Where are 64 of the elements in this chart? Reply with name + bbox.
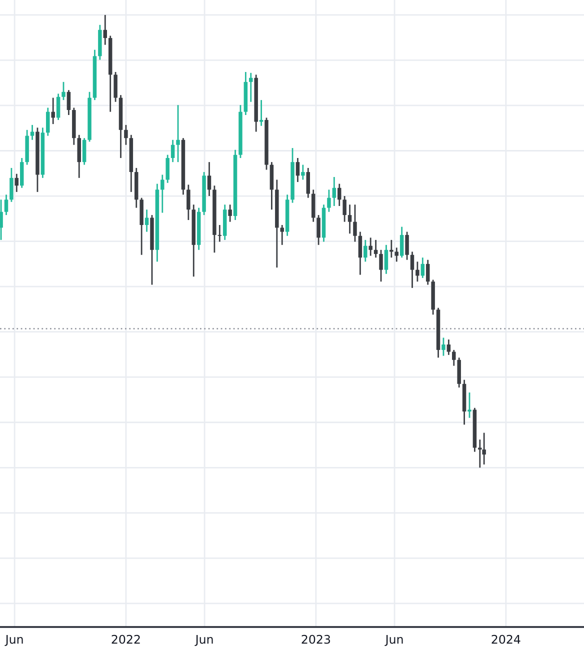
candlestick xyxy=(176,104,180,163)
candlestick xyxy=(160,174,164,214)
candlestick xyxy=(62,81,66,101)
x-tick-label: Jun xyxy=(4,635,23,646)
candlestick xyxy=(327,188,331,213)
candlestick xyxy=(56,93,60,121)
candlestick xyxy=(358,231,362,276)
candlestick xyxy=(364,239,368,262)
candlestick xyxy=(186,184,190,221)
candlestick xyxy=(416,260,420,282)
candlestick xyxy=(249,72,253,103)
candlestick xyxy=(66,89,71,116)
candlestick xyxy=(280,224,284,246)
x-tick-label: 2022 xyxy=(112,634,140,644)
candlestick xyxy=(353,204,357,242)
candlestick xyxy=(452,349,456,366)
candlestick xyxy=(0,198,3,241)
candlestick xyxy=(446,338,451,356)
candlestick xyxy=(218,224,222,242)
candlestick xyxy=(51,97,55,125)
candlestick xyxy=(207,161,212,197)
candlestick xyxy=(342,195,346,223)
candlestick xyxy=(374,239,378,258)
candlestick xyxy=(368,236,372,256)
candlestick xyxy=(46,107,50,137)
candlestick xyxy=(103,14,108,46)
candlestick xyxy=(166,154,170,184)
candlestick xyxy=(228,204,232,223)
candlestick xyxy=(468,392,472,419)
candlestick xyxy=(14,173,19,193)
candlestick xyxy=(311,188,316,223)
candlestick xyxy=(144,208,149,232)
candlestick xyxy=(4,194,8,216)
candlestick xyxy=(420,256,425,279)
candlestick xyxy=(20,157,24,189)
x-tick-label: Jun xyxy=(194,635,213,646)
candlestick xyxy=(316,214,320,246)
x-tick-label: Jun xyxy=(384,635,403,646)
candlestick xyxy=(394,246,398,262)
candlestick xyxy=(457,356,461,388)
x-tick-label: 2023 xyxy=(302,634,330,644)
candlestick xyxy=(114,71,118,103)
candlestick xyxy=(400,226,404,258)
candlestick xyxy=(170,139,175,163)
candlestick xyxy=(77,134,81,179)
x-tick-label: 2024 xyxy=(492,634,520,644)
candlestick xyxy=(259,99,264,127)
candlestick xyxy=(337,183,342,207)
candlestick xyxy=(306,167,310,199)
candlestick xyxy=(332,176,336,207)
candlestick xyxy=(405,231,409,261)
candlestick xyxy=(442,337,446,357)
candlestick xyxy=(426,259,430,286)
candlestick xyxy=(301,164,305,180)
candlestick xyxy=(384,244,388,275)
candlestick xyxy=(482,432,486,466)
candlestick xyxy=(30,124,34,141)
candlestick xyxy=(82,137,86,166)
candlestick xyxy=(296,157,300,183)
candlestick xyxy=(10,167,14,203)
candlestick xyxy=(124,124,128,146)
candlestick xyxy=(379,249,383,282)
candlestick xyxy=(410,251,414,289)
candlestick xyxy=(348,204,352,234)
